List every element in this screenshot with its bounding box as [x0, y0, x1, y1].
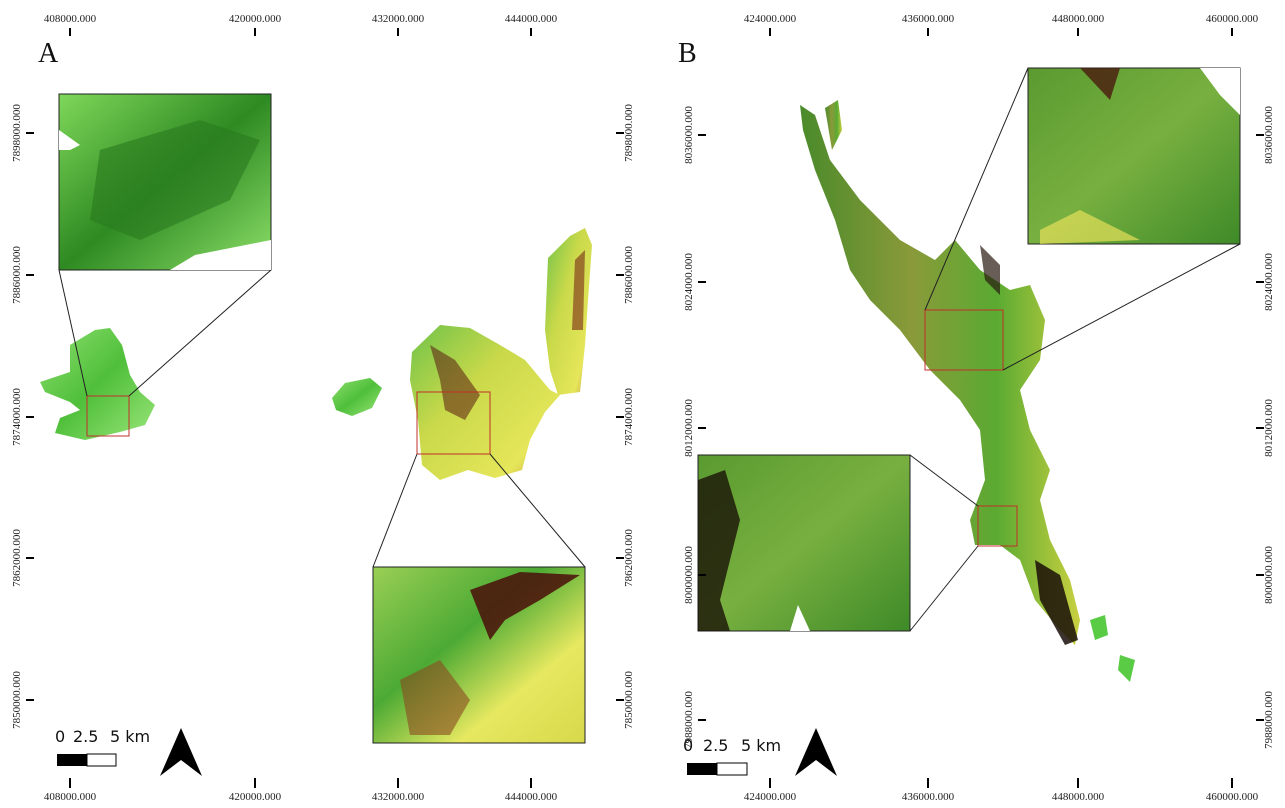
y-tick-label: 7850000.000: [11, 671, 23, 729]
x-tick-label: 436000.000: [902, 13, 955, 25]
panel-label: A: [38, 38, 59, 69]
north-arrow: [795, 728, 837, 776]
y-tick-label: 8024000.000: [683, 253, 695, 311]
x-tick-label: 460000.000: [1206, 791, 1259, 803]
y-tick-label: 8036000.000: [1263, 106, 1275, 164]
y-tick-label: 7886000.000: [623, 246, 635, 304]
y-tick-label: 7850000.000: [623, 671, 635, 729]
scale-label: 5 km: [110, 727, 150, 746]
x-tick-label: 460000.000: [1206, 13, 1259, 25]
y-tick-label: 7988000.000: [683, 691, 695, 749]
y-tick-label: 7988000.000: [1263, 691, 1275, 749]
x-tick-label: 420000.000: [229, 13, 282, 25]
y-tick-label: 7874000.000: [11, 388, 23, 446]
terrain-b: [698, 68, 1240, 682]
terrain-a: [40, 94, 592, 743]
y-tick-label: 8012000.000: [1263, 399, 1275, 457]
y-tick-label: 8024000.000: [1263, 253, 1275, 311]
scale-label: 0: [55, 727, 65, 746]
x-tick-label: 420000.000: [229, 791, 282, 803]
scale-bar: [687, 763, 747, 775]
y-tick-label: 7898000.000: [11, 104, 23, 162]
x-tick-label: 432000.000: [372, 13, 425, 25]
scale-bar: [57, 754, 116, 766]
x-tick-label: 436000.000: [902, 791, 955, 803]
y-tick-label: 7886000.000: [11, 246, 23, 304]
x-tick-label: 432000.000: [372, 791, 425, 803]
x-tick-label: 448000.000: [1052, 13, 1105, 25]
x-tick-label: 408000.000: [44, 791, 97, 803]
y-tick-label: 7862000.000: [623, 529, 635, 587]
y-tick-label: 8000000.000: [1263, 546, 1275, 604]
y-tick-label: 8036000.000: [683, 106, 695, 164]
scale-label: 2.5: [703, 736, 728, 755]
y-tick-label: 7862000.000: [11, 529, 23, 587]
y-tick-label: 7898000.000: [623, 104, 635, 162]
panel-label: B: [678, 38, 697, 69]
x-tick-label: 424000.000: [744, 791, 797, 803]
x-tick-label: 448000.000: [1052, 791, 1105, 803]
x-tick-label: 424000.000: [744, 13, 797, 25]
north-arrow: [160, 728, 202, 776]
y-tick-label: 8000000.000: [683, 546, 695, 604]
y-tick-label: 7874000.000: [623, 388, 635, 446]
y-tick-label: 8012000.000: [683, 399, 695, 457]
scale-label: 5 km: [741, 736, 781, 755]
x-tick-label: 444000.000: [505, 13, 558, 25]
scale-label: 2.5: [73, 727, 98, 746]
x-tick-label: 408000.000: [44, 13, 97, 25]
x-tick-label: 444000.000: [505, 791, 558, 803]
figure: A 0 2.5 5 km B 0 2.5 5 km 408000.0004080…: [0, 0, 1285, 808]
